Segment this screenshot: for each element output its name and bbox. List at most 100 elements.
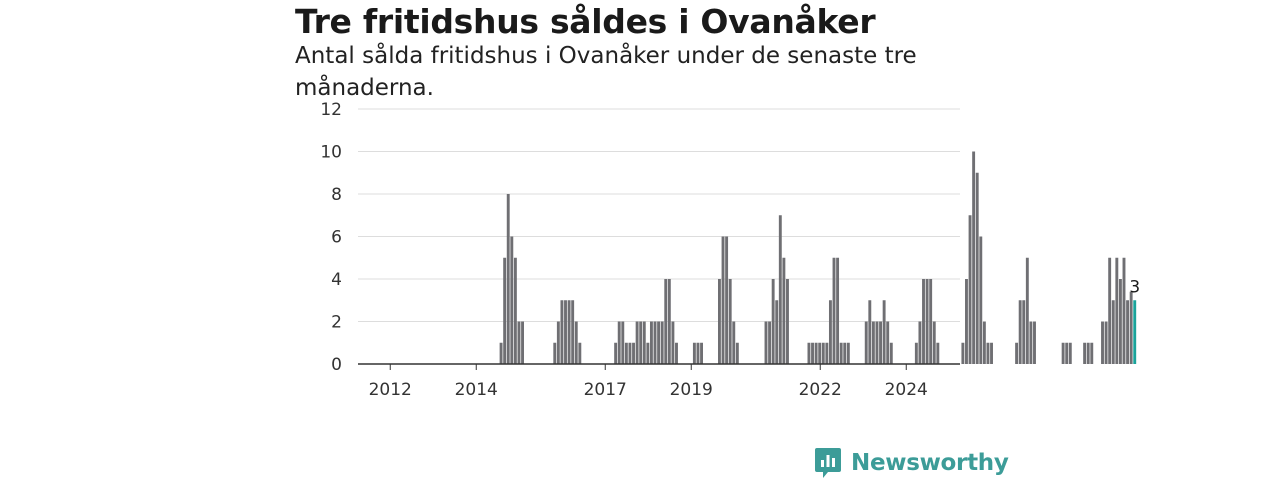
bar [614, 342, 618, 364]
bar [986, 342, 990, 364]
bar [972, 151, 976, 364]
bar [764, 321, 768, 364]
bar [1090, 342, 1094, 364]
tick-labels: 0 2 4 6 8 10 12 3 2012 2014 2017 2019 2022 2024 [320, 100, 1140, 400]
bar [564, 300, 567, 364]
bar [1129, 291, 1133, 364]
y-tick-label: 4 [331, 270, 342, 290]
bar [846, 342, 850, 364]
axes [358, 363, 960, 370]
bar [782, 257, 786, 364]
bar [553, 342, 557, 364]
bar [725, 236, 729, 364]
bar [560, 300, 564, 364]
x-tick-label: 2022 [799, 380, 842, 400]
bar [574, 321, 578, 364]
bar [521, 321, 524, 364]
last-value-label: 3 [1129, 277, 1140, 297]
bar [832, 257, 836, 364]
x-tick-label: 2012 [369, 380, 412, 400]
bar [664, 279, 668, 364]
bar [646, 342, 650, 364]
bar [922, 279, 925, 364]
bar [1126, 300, 1130, 364]
bar [639, 321, 643, 364]
bars [499, 151, 1137, 364]
bar [721, 236, 725, 364]
bar [932, 321, 936, 364]
y-tick-label: 12 [320, 100, 342, 120]
bar [1015, 342, 1019, 364]
gridlines [358, 108, 960, 322]
x-tick-label: 2017 [584, 380, 627, 400]
bar [868, 300, 872, 364]
bar [1025, 257, 1029, 364]
bar [936, 342, 940, 364]
brand-name: Newsworthy [851, 450, 1009, 476]
y-tick-label: 2 [331, 313, 342, 333]
bar [1022, 300, 1026, 364]
bar-latest [1133, 300, 1137, 364]
bar [503, 257, 507, 364]
bar [1083, 342, 1087, 364]
bar [1086, 342, 1090, 364]
bar [621, 321, 625, 364]
bar [886, 321, 890, 364]
bar [864, 321, 868, 364]
chart-subtitle: Antal sålda fritidshus i Ovanåker under … [295, 43, 917, 101]
bar [929, 279, 933, 364]
bar [828, 300, 832, 364]
bar [499, 342, 503, 364]
x-tick-label: 2019 [670, 380, 713, 400]
bar [768, 321, 772, 364]
bar [1115, 257, 1119, 364]
bar [778, 215, 782, 364]
bar [990, 342, 993, 364]
y-tick-label: 6 [331, 228, 342, 248]
bar [1104, 321, 1108, 364]
bar [821, 342, 825, 364]
bar [818, 342, 822, 364]
bar [718, 279, 721, 364]
bar [513, 257, 517, 364]
bar [1101, 321, 1104, 364]
bar [728, 279, 732, 364]
x-tick-label: 2014 [455, 380, 498, 400]
bar [653, 321, 657, 364]
bar [882, 300, 886, 364]
bar [506, 194, 510, 364]
bar [1018, 300, 1022, 364]
bar [889, 342, 893, 364]
bar [879, 321, 882, 364]
bar [571, 300, 575, 364]
bar [925, 279, 929, 364]
bar [671, 321, 675, 364]
bar [642, 321, 646, 364]
bar [979, 236, 983, 364]
y-tick-label: 8 [331, 185, 342, 205]
x-tick-label: 2024 [885, 380, 928, 400]
bar [786, 279, 789, 364]
bar [578, 342, 582, 364]
bar [556, 321, 560, 364]
bar-chart-speech-bubble-icon [815, 448, 841, 478]
chart-title: Tre fritidshus såldes i Ovanåker [295, 2, 876, 41]
bar [696, 342, 700, 364]
bar [649, 321, 653, 364]
bar [1033, 321, 1036, 364]
bar [839, 342, 843, 364]
bar [675, 342, 678, 364]
bar [871, 321, 875, 364]
y-tick-label: 10 [320, 143, 342, 163]
bar [982, 321, 986, 364]
bar [825, 342, 829, 364]
bar [700, 342, 703, 364]
bar [914, 342, 918, 364]
bar [843, 342, 847, 364]
bar [968, 215, 972, 364]
bar [811, 342, 814, 364]
bar [1029, 321, 1033, 364]
bar [771, 279, 775, 364]
bar [1122, 257, 1126, 364]
